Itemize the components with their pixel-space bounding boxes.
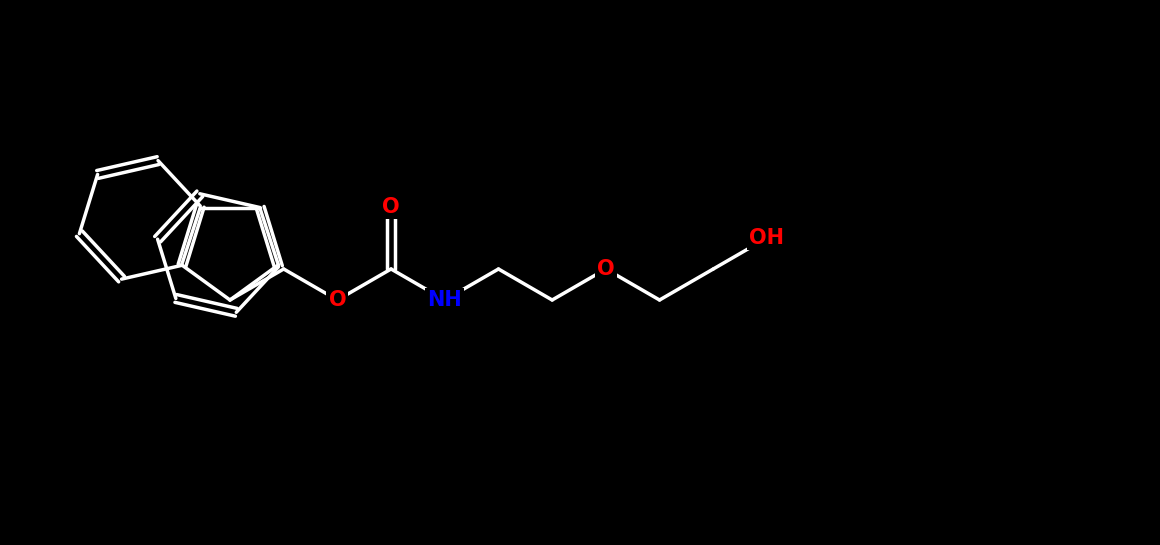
Text: NH: NH — [427, 290, 462, 310]
Text: O: O — [597, 259, 615, 279]
Text: O: O — [328, 290, 346, 310]
Text: OH: OH — [749, 228, 784, 248]
Text: O: O — [383, 197, 400, 217]
